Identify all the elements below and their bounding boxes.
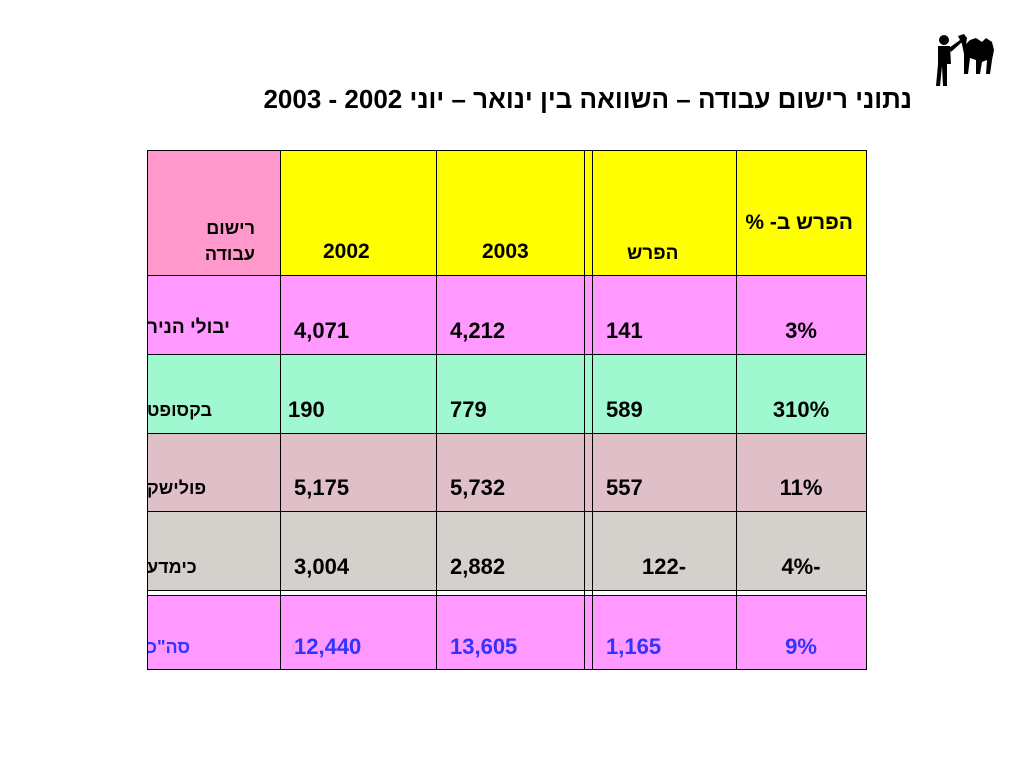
header-2003: 2003 xyxy=(482,240,529,263)
value-2003: 13,605 xyxy=(450,634,518,659)
value-diff: -122 xyxy=(641,554,687,579)
value-pct: -4% xyxy=(781,554,821,579)
value-diff: 589 xyxy=(606,397,643,422)
value-pct: 11% xyxy=(779,475,823,500)
value-diff: 557 xyxy=(606,475,643,500)
value-pct: 9% xyxy=(785,634,817,659)
value-pct: 3% xyxy=(785,318,817,343)
header-diff: הפרש xyxy=(627,243,679,264)
value-2003: 779 xyxy=(450,397,487,422)
table-row xyxy=(147,275,867,354)
row-label: בקסופט xyxy=(147,400,213,420)
row-label: סה"כ xyxy=(147,637,191,657)
page-title: נתוני רישום עבודה – השוואה בין ינואר – י… xyxy=(263,84,912,114)
table-row xyxy=(147,595,867,670)
value-diff: 1,165 xyxy=(606,634,662,659)
table-row xyxy=(147,354,867,433)
value-2002: 3,004 xyxy=(294,554,350,579)
header-yellow xyxy=(280,150,867,275)
row-label: יבולי הניר xyxy=(147,317,230,339)
value-diff: 141 xyxy=(606,318,643,343)
value-2002: 4,071 xyxy=(294,318,350,343)
header-pct: הפרש ב- % xyxy=(745,211,853,234)
registration-table: רישום עבודה 2002 2003 הפרש הפרש ב- % יבו… xyxy=(147,150,867,670)
header-label: רישום עבודה xyxy=(204,217,255,264)
value-2003: 5,732 xyxy=(450,475,506,500)
value-2003: 4,212 xyxy=(450,318,506,343)
camel-rider-icon xyxy=(936,34,994,86)
header-2002: 2002 xyxy=(323,240,370,263)
row-label: כימדע xyxy=(147,557,197,577)
value-pct: 310% xyxy=(772,397,830,422)
header-label-cell: רישום עבודה xyxy=(147,150,280,275)
value-2002: 190 xyxy=(288,397,325,422)
table-row xyxy=(147,511,867,590)
value-2002: 12,440 xyxy=(294,634,362,659)
value-2002: 5,175 xyxy=(294,475,350,500)
table-row xyxy=(147,433,867,511)
row-label: פולישק xyxy=(147,478,207,498)
value-2003: 2,882 xyxy=(450,554,506,579)
